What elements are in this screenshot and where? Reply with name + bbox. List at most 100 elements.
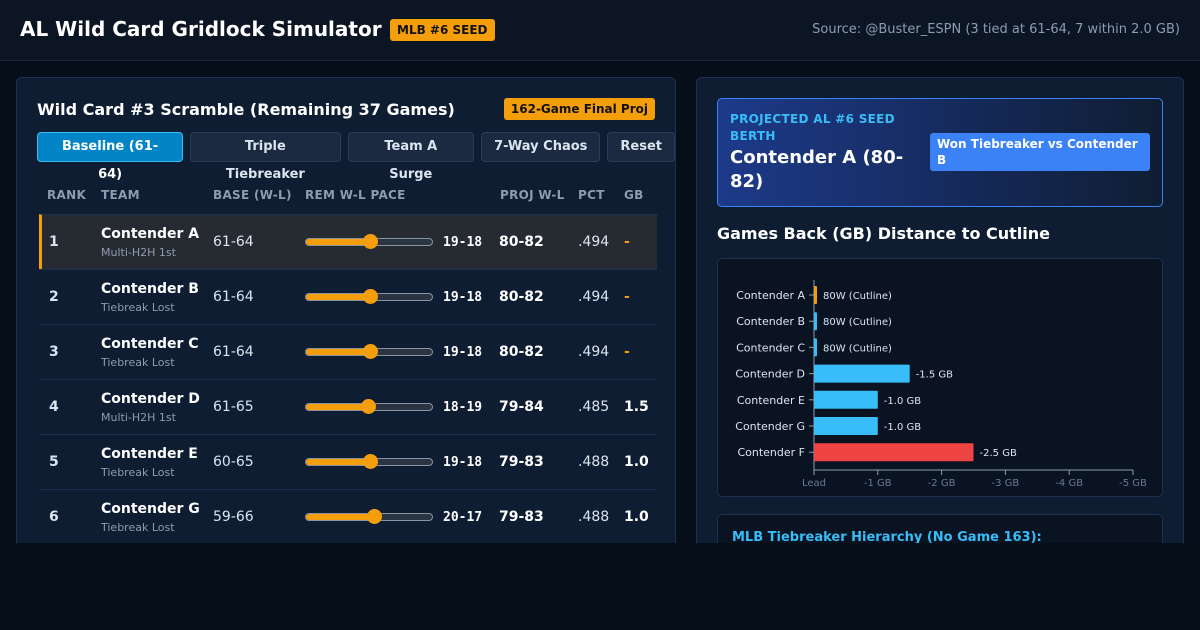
col-pct: PCT: [578, 188, 605, 202]
pace-slider-thumb[interactable]: [363, 344, 379, 359]
row-pct: .494: [578, 344, 610, 360]
row-pace: 20-17: [443, 510, 483, 525]
gb-bar: [814, 338, 817, 357]
seed-card-label: PROJECTED AL #6 SEED BERTH: [730, 112, 895, 143]
bar-value-label: -1.5 GB: [916, 370, 953, 381]
scenario-baseline-button[interactable]: Baseline (61-64): [37, 132, 184, 182]
row-proj-record: 79-84: [499, 399, 544, 415]
table-row[interactable]: 3 Contender C Tiebreak Lost 61-64 19-18 80-82…: [39, 324, 657, 379]
row-gb: 1.5: [624, 399, 649, 415]
row-rank: 5: [49, 454, 59, 470]
pace-slider-fill: [306, 294, 371, 300]
pace-slider-thumb[interactable]: [360, 399, 376, 414]
pace-slider[interactable]: [305, 234, 433, 249]
row-gb: 1.0: [624, 454, 649, 470]
row-pct: .488: [578, 509, 610, 525]
table-row[interactable]: 1 Contender A Multi-H2H 1st 61-64 19-18 80-82…: [39, 214, 657, 269]
pace-slider[interactable]: [305, 509, 433, 524]
gb-bar: [814, 364, 910, 383]
tiebreaker-hierarchy-title: MLB Tiebreaker Hierarchy (No Game 163):: [732, 530, 1042, 545]
gb-bar: [814, 390, 878, 409]
bar-category-label: Contender A: [736, 289, 805, 302]
row-rank: 1: [49, 234, 59, 250]
seed-badge: MLB #6 SEED: [390, 19, 495, 41]
row-gb: -: [624, 234, 630, 250]
row-gb: -: [624, 289, 630, 305]
pace-slider-fill: [306, 404, 368, 410]
scenario-team-a-surge-button[interactable]: Team A Surge: [347, 132, 475, 182]
bar-category-label: Contender E: [737, 394, 805, 407]
row-base-record: 60-65: [213, 454, 254, 470]
gb-bar: [814, 417, 878, 435]
bar-value-label: 80W (Cutline): [823, 317, 892, 328]
row-team-note: Tiebreak Lost: [101, 466, 175, 479]
scenario-7-way-chaos-button[interactable]: 7-Way Chaos: [481, 132, 601, 162]
row-team-note: Tiebreak Lost: [101, 521, 175, 534]
row-team-name: Contender G: [101, 501, 200, 517]
table-row[interactable]: 6 Contender G Tiebreak Lost 59-66 20-17 79-83…: [39, 489, 657, 544]
bar-value-label: 80W (Cutline): [823, 343, 892, 354]
col-pace: REM W-L PACE: [305, 188, 406, 202]
table-row[interactable]: 2 Contender B Tiebreak Lost 61-64 19-18 80-82…: [39, 269, 657, 324]
col-base: BASE (W-L): [213, 188, 292, 202]
bar-category-label: Contender D: [735, 368, 805, 381]
row-proj-record: 80-82: [499, 234, 544, 250]
standings-table-body: 1 Contender A Multi-H2H 1st 61-64 19-18 80-82…: [39, 214, 657, 544]
row-base-record: 61-64: [213, 289, 254, 305]
bar-value-label: -1.0 GB: [884, 396, 921, 407]
gb-bar: [814, 286, 817, 304]
source-credit: Source: @Buster_ESPN (3 tied at 61-64, 7…: [812, 22, 1180, 37]
app-header: AL Wild Card Gridlock Simulator MLB #6 S…: [0, 0, 1200, 61]
row-pct: .494: [578, 234, 610, 250]
x-tick-label: -2 GB: [928, 478, 956, 489]
scenario-triple-tiebreaker-button[interactable]: Triple Tiebreaker: [190, 132, 341, 182]
pace-slider[interactable]: [305, 454, 433, 469]
pace-slider[interactable]: [305, 289, 433, 304]
row-pace: 19-18: [443, 455, 483, 470]
x-tick-label: -4 GB: [1055, 478, 1083, 489]
tiebreaker-result-badge: Won Tiebreaker vs Contender B: [930, 133, 1150, 171]
row-pace: 19-18: [443, 235, 483, 250]
col-rank: RANK: [47, 188, 87, 202]
row-base-record: 61-65: [213, 399, 254, 415]
viewport-bottom: [0, 543, 1200, 630]
row-base-record: 61-64: [213, 234, 254, 250]
pace-slider-fill: [306, 239, 371, 245]
pace-slider-thumb[interactable]: [363, 454, 379, 469]
standings-panel: Wild Card #3 Scramble (Remaining 37 Game…: [16, 77, 676, 557]
table-header: RANK TEAM BASE (W-L) REM W-L PACE PROJ W…: [39, 188, 657, 214]
pace-slider-thumb[interactable]: [363, 234, 379, 249]
table-row[interactable]: 4 Contender D Multi-H2H 1st 61-65 18-19 79-84…: [39, 379, 657, 434]
row-team-name: Contender C: [101, 336, 199, 352]
gb-chart-title: Games Back (GB) Distance to Cutline: [717, 224, 1050, 243]
pace-slider-thumb[interactable]: [363, 289, 379, 304]
row-pct: .485: [578, 399, 610, 415]
gb-chart: Lead -1 GB -2 GB -3 GB -4 GB -5 GB Contender A…: [717, 258, 1163, 497]
pace-slider[interactable]: [305, 344, 433, 359]
app-title: AL Wild Card Gridlock Simulator: [20, 17, 382, 41]
pace-slider-fill: [306, 459, 371, 465]
projected-seed-card: PROJECTED AL #6 SEED BERTH Contender A (…: [717, 98, 1163, 207]
projection-badge: 162-Game Final Proj: [503, 98, 655, 120]
reset-button[interactable]: Reset: [607, 132, 675, 162]
pace-slider[interactable]: [305, 399, 433, 414]
row-pace: 18-19: [443, 400, 483, 415]
row-rank: 2: [49, 289, 59, 305]
row-proj-record: 80-82: [499, 289, 544, 305]
bar-value-label: -1.0 GB: [884, 422, 921, 433]
table-row[interactable]: 5 Contender E Tiebreak Lost 60-65 19-18 79-83…: [39, 434, 657, 489]
row-team-note: Multi-H2H 1st: [101, 411, 176, 424]
gb-bar: [814, 312, 817, 331]
row-team-note: Multi-H2H 1st: [101, 246, 176, 259]
seed-card-value: Contender A (80-82): [730, 147, 904, 192]
row-team-note: Tiebreak Lost: [101, 356, 175, 369]
row-team-name: Contender D: [101, 391, 200, 407]
gb-bar: [814, 443, 974, 462]
row-team-name: Contender E: [101, 446, 198, 462]
row-pct: .488: [578, 454, 610, 470]
pace-slider-thumb[interactable]: [367, 509, 383, 524]
row-gb: 1.0: [624, 509, 649, 525]
row-proj-record: 80-82: [499, 344, 544, 360]
bar-value-label: 80W (Cutline): [823, 291, 892, 302]
gb-bar-chart: Lead -1 GB -2 GB -3 GB -4 GB -5 GB Contender A…: [735, 280, 1147, 489]
